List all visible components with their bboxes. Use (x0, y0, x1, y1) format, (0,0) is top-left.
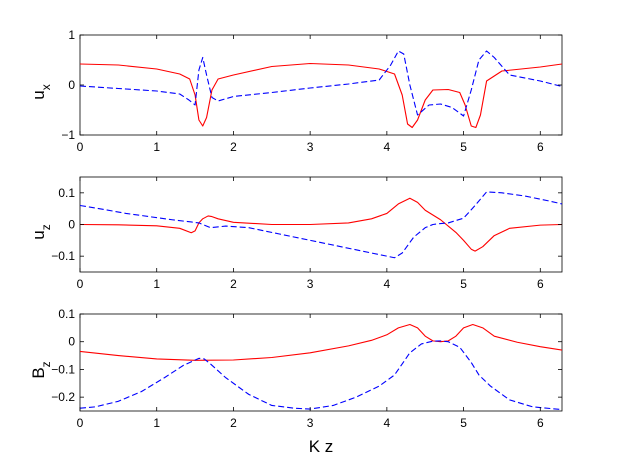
y-axis-label: uz (29, 224, 53, 239)
y-tick-label: 0 (68, 335, 75, 349)
x-tick-label: 6 (537, 277, 544, 291)
series-line-2 (80, 191, 562, 259)
x-tick-label: 5 (460, 140, 467, 154)
x-tick-label: 2 (230, 277, 237, 291)
x-tick-label: 4 (384, 416, 391, 430)
y-axis-label-main: B (29, 367, 48, 378)
x-tick-label: 1 (153, 416, 160, 430)
x-tick-label: 6 (537, 140, 544, 154)
y-tick-label: 0.1 (58, 307, 75, 321)
x-tick-label: 1 (153, 140, 160, 154)
x-axis-label: K z (309, 437, 334, 456)
y-tick-label: 0.1 (58, 186, 75, 200)
x-tick-label: 0 (77, 416, 84, 430)
x-tick-label: 3 (307, 140, 314, 154)
y-axis-label-main: u (29, 230, 48, 239)
y-tick-label: −0.1 (51, 362, 75, 376)
y-axis-label-sub: x (39, 84, 53, 90)
x-tick-label: 5 (460, 277, 467, 291)
x-tick-label: 1 (153, 277, 160, 291)
y-axis-label-sub: z (39, 361, 53, 367)
axes-box (79, 34, 563, 136)
panel-3: 0 1 2 3 4 5 6 −0.2 −0.1 0 0.1 Bz K z (29, 307, 563, 456)
series-line-2 (80, 50, 562, 117)
y-axis-label: ux (29, 84, 53, 99)
series-line-1 (80, 323, 562, 361)
x-tick-label: 3 (307, 277, 314, 291)
x-tick-label: 3 (307, 416, 314, 430)
x-tick-label: 5 (460, 416, 467, 430)
y-tick-label: −0.2 (51, 390, 75, 404)
axes-box (79, 313, 563, 412)
y-tick-label: −0.1 (51, 249, 75, 263)
y-tick-label: −1 (61, 128, 75, 142)
x-tick-label: 2 (230, 140, 237, 154)
panel-2: 0 1 2 3 4 5 6−0.100.1uz (29, 176, 563, 291)
y-axis-label: Bz (29, 361, 53, 378)
x-tick-label: 4 (384, 277, 391, 291)
x-tick-label: 4 (384, 140, 391, 154)
x-tick-label: 2 (230, 416, 237, 430)
x-tick-label: 0 (77, 277, 84, 291)
y-tick-label: 1 (68, 28, 75, 42)
y-axis-label-sub: z (39, 224, 53, 230)
series-line-2 (80, 340, 562, 411)
x-tick-label: 6 (537, 416, 544, 430)
y-tick-label: 0 (68, 218, 75, 232)
y-tick-label: 0 (68, 78, 75, 92)
series-line-1 (80, 62, 562, 129)
x-tick-label: 0 (77, 140, 84, 154)
y-axis-label-main: u (29, 90, 48, 99)
series-line-1 (80, 197, 562, 252)
